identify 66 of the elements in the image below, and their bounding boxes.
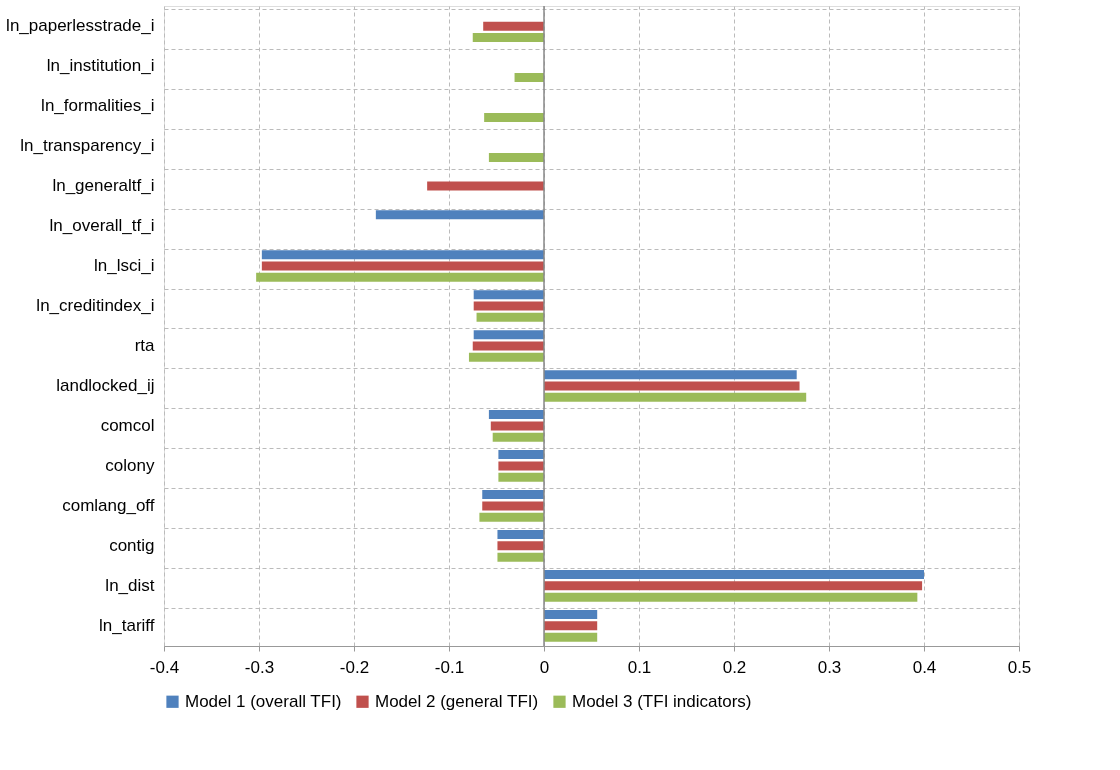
bar: [544, 392, 807, 402]
y-tick-label: ln_generaltf_i: [52, 176, 155, 196]
bar: [498, 472, 544, 482]
bar: [468, 352, 544, 362]
bar: [472, 33, 544, 43]
y-tick-label: ln_lsci_i: [94, 256, 155, 276]
x-tick-label: -0.3: [244, 657, 275, 677]
x-tick-label: 0.3: [817, 657, 842, 677]
y-tick-label: landlocked_ij: [56, 375, 155, 395]
x-tick-label: -0.4: [149, 657, 180, 677]
bar: [473, 330, 544, 340]
bar: [490, 421, 544, 431]
bar: [544, 592, 918, 602]
bar: [482, 501, 544, 511]
bar: [472, 341, 544, 351]
y-tick-label: rta: [134, 335, 156, 355]
x-tick-label: 0.1: [627, 657, 652, 677]
bar: [498, 450, 544, 460]
x-tick-label: -0.1: [434, 657, 465, 677]
bar: [492, 432, 544, 442]
bar: [482, 490, 544, 500]
x-tick-label: 0.4: [912, 657, 937, 677]
legend-label: Model 1 (overall TFI): [185, 691, 342, 711]
legend-label: Model 2 (general TFI): [375, 691, 539, 711]
bar: [497, 530, 544, 540]
bar: [473, 290, 544, 300]
bar: [514, 72, 544, 82]
bar: [498, 461, 544, 471]
bar: [497, 541, 544, 551]
x-tick-label: 0.5: [1007, 657, 1032, 677]
bar: [544, 621, 598, 631]
y-tick-label: ln_transparency_i: [20, 136, 155, 156]
bar: [261, 250, 544, 260]
bar: [483, 21, 544, 31]
bar: [375, 210, 544, 220]
y-tick-label: comlang_off: [62, 495, 155, 515]
y-tick-label: contig: [109, 535, 155, 555]
bar: [544, 370, 797, 380]
x-tick-label: 0: [539, 657, 550, 677]
bar: [544, 581, 923, 591]
bar: [256, 272, 544, 282]
y-tick-label: ln_tariff: [99, 615, 155, 635]
y-tick-label: ln_paperlesstrade_i: [6, 16, 155, 36]
bar: [544, 609, 598, 619]
bar: [544, 632, 598, 642]
bar: [261, 261, 544, 271]
x-tick-label: 0.2: [722, 657, 747, 677]
bar: [488, 152, 544, 162]
y-tick-label: ln_overall_tf_i: [49, 216, 155, 236]
y-tick-label: ln_formalities_i: [41, 96, 155, 116]
bar: [544, 381, 800, 391]
y-tick-label: comcol: [100, 415, 155, 435]
y-tick-label: ln_institution_i: [46, 56, 155, 76]
bar: [484, 112, 544, 122]
bar: [544, 570, 924, 580]
y-tick-label: ln_dist: [105, 575, 155, 595]
bar: [479, 512, 544, 522]
y-tick-label: colony: [105, 455, 155, 475]
bar: [476, 312, 544, 322]
bar: [497, 552, 544, 562]
x-tick-label: -0.2: [339, 657, 370, 677]
bar: [473, 301, 544, 311]
bar: [427, 181, 544, 191]
y-tick-label: ln_creditindex_i: [36, 296, 155, 316]
bar: [488, 410, 544, 420]
legend-label: Model 3 (TFI indicators): [572, 691, 752, 711]
